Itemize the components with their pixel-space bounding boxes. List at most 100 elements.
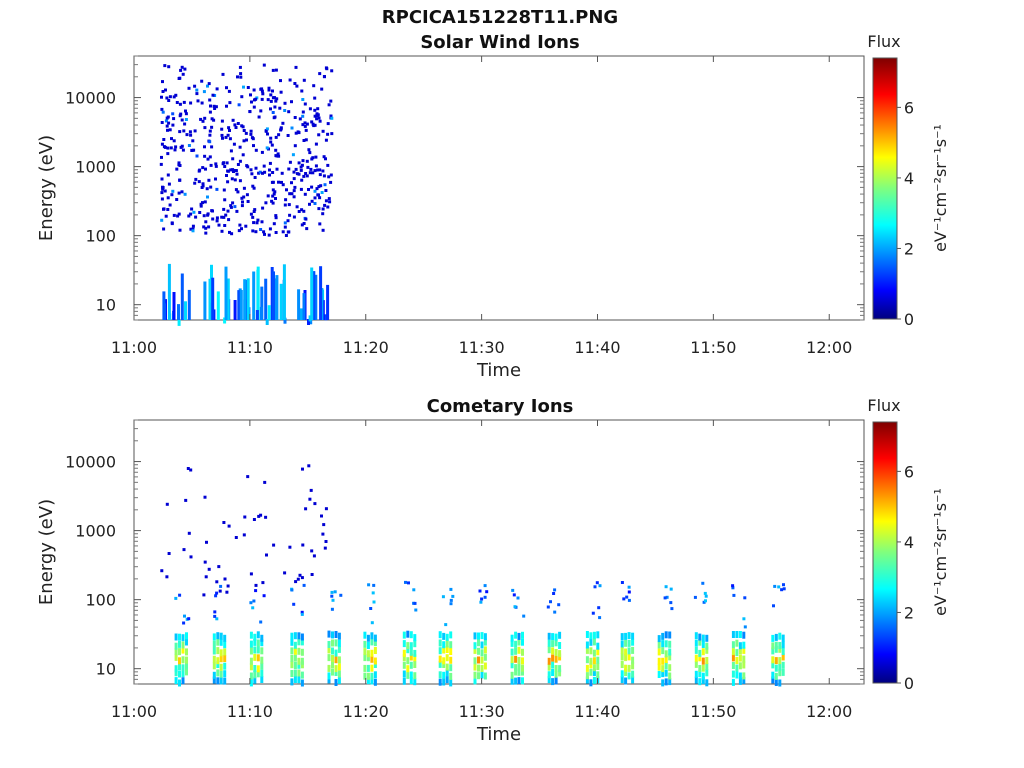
cometary-flux-cell [293, 632, 297, 640]
cometary-flux-cell [243, 515, 247, 519]
y-tick-label: 10000 [65, 89, 116, 108]
solar-wind-flux-cell [263, 232, 266, 236]
cometary-flux-cell [337, 663, 341, 671]
cometary-flux-cell [366, 634, 370, 642]
x-tick-label: 11:20 [343, 702, 389, 721]
solar-wind-flux-cell [226, 133, 230, 137]
cometary-heatmap [160, 464, 786, 687]
cometary-flux-cell [370, 638, 374, 646]
cometary-flux-cell [735, 649, 739, 657]
cometary-flux-cell [735, 639, 739, 647]
cometary-flux-cell [742, 631, 746, 639]
solar-wind-flux-cell [235, 172, 239, 176]
solar-wind-flux-cell [324, 66, 328, 70]
cometary-flux-cell [554, 670, 558, 678]
solar-wind-flux-cell [280, 180, 283, 184]
cometary-flux-cell [402, 649, 406, 657]
solar-wind-flux-cell [252, 271, 256, 320]
solar-wind-flux-cell [324, 199, 328, 203]
solar-wind-flux-cell [171, 189, 175, 193]
solar-wind-flux-cell [221, 136, 224, 140]
solar-wind-flux-cell [261, 92, 265, 96]
solar-wind-flux-cell [302, 293, 306, 320]
cometary-flux-cell [187, 531, 191, 535]
solar-wind-flux-cell [324, 138, 328, 142]
cometary-flux-cell [596, 656, 600, 664]
cometary-flux-cell [331, 668, 334, 676]
solar-wind-flux-cell [245, 193, 249, 197]
solar-wind-flux-cell [274, 148, 278, 152]
cometary-flux-cell [731, 631, 735, 638]
solar-wind-flux-cell [305, 159, 309, 163]
cometary-flux-cell [664, 669, 668, 677]
cometary-flux-cell [592, 649, 596, 657]
cometary-flux-cell [668, 648, 672, 656]
cometary-flux-cell [327, 654, 331, 662]
solar-wind-flux-cell [269, 136, 273, 140]
cometary-flux-cell [558, 669, 562, 677]
cometary-flux-cell [302, 583, 306, 587]
y-tick-label: 1000 [75, 522, 116, 541]
solar-wind-flux-cell [321, 228, 325, 232]
cometary-flux-cell [406, 630, 410, 638]
cometary-flux-cell [592, 638, 596, 646]
cometary-flux-cell [406, 665, 410, 673]
cometary-flux-cell [554, 655, 558, 663]
cometary-flux-cell [253, 671, 257, 679]
cometary-flux-cell [669, 587, 673, 591]
cometary-flux-cell [668, 653, 672, 661]
solar-wind-flux-cell [260, 220, 264, 224]
cometary-flux-cell [774, 679, 778, 686]
solar-wind-flux-cell [270, 143, 274, 147]
cometary-flux-cell [290, 638, 294, 646]
cometary-flux-cell [554, 677, 558, 685]
cometary-flux-cell [547, 639, 551, 647]
solar-wind-flux-cell [246, 165, 250, 169]
solar-wind-flux-cell [318, 222, 322, 226]
solar-wind-flux-cell [252, 221, 256, 225]
cometary-flux-cell [473, 646, 477, 654]
solar-wind-flux-cell [231, 118, 235, 122]
cometary-flux-cell [558, 650, 562, 658]
solar-wind-flux-cell [160, 191, 164, 195]
cometary-flux-cell [300, 648, 304, 656]
cometary-flux-cell [366, 677, 370, 685]
y-tick-label: 10000 [65, 453, 116, 472]
cometary-flux-cell [627, 590, 631, 594]
solar-wind-flux-cell [222, 161, 226, 165]
cometary-flux-cell [366, 664, 370, 672]
cometary-flux-cell [668, 678, 672, 686]
cometary-flux-cell [442, 661, 446, 668]
solar-wind-flux-cell [215, 219, 219, 223]
solar-wind-flux-cell [267, 86, 271, 90]
cometary-flux-cell [620, 653, 624, 661]
solar-wind-flux-cell [166, 196, 170, 200]
cometary-flux-cell [521, 638, 524, 646]
solar-wind-flux-cell [283, 203, 287, 207]
cometary-flux-cell [781, 634, 785, 642]
cometary-flux-cell [212, 655, 216, 663]
solar-wind-flux-cell [302, 78, 306, 82]
solar-wind-flux-cell [195, 88, 199, 92]
cometary-flux-cell [657, 635, 661, 643]
cometary-flux-cell [479, 600, 483, 604]
cometary-flux-cell [596, 648, 600, 656]
solar-wind-flux-cell [324, 189, 328, 192]
cometary-flux-cell [701, 672, 705, 680]
cometary-flux-cell [585, 672, 589, 680]
cometary-flux-cell [402, 631, 406, 639]
cometary-flux-cell [251, 606, 255, 610]
solar-wind-flux-cell [301, 123, 305, 127]
cometary-flux-cell [373, 634, 377, 642]
cometary-flux-cell [253, 633, 257, 641]
cometary-flux-cell [363, 631, 367, 639]
cometary-flux-cell [731, 648, 735, 656]
solar-wind-flux-cell [327, 175, 331, 179]
cometary-flux-cell [204, 575, 208, 579]
cometary-flux-cell [517, 638, 521, 646]
cometary-flux-cell [771, 647, 775, 655]
cometary-flux-cell [185, 632, 188, 640]
cometary-flux-cell [731, 586, 735, 590]
cometary-flux-cell [219, 663, 223, 671]
